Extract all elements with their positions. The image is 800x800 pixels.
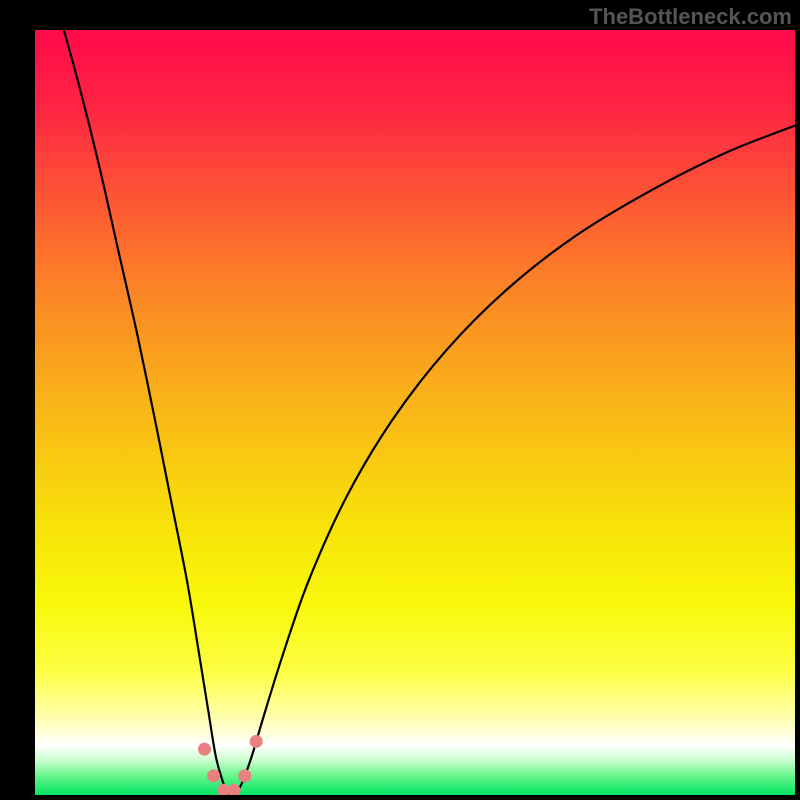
gradient-background — [35, 30, 795, 795]
apex-marker — [250, 735, 263, 748]
apex-marker — [238, 769, 251, 782]
chart-area — [35, 30, 795, 795]
chart-svg — [35, 30, 795, 795]
apex-marker — [198, 743, 211, 756]
watermark-text: TheBottleneck.com — [589, 4, 792, 30]
apex-marker — [207, 769, 220, 782]
